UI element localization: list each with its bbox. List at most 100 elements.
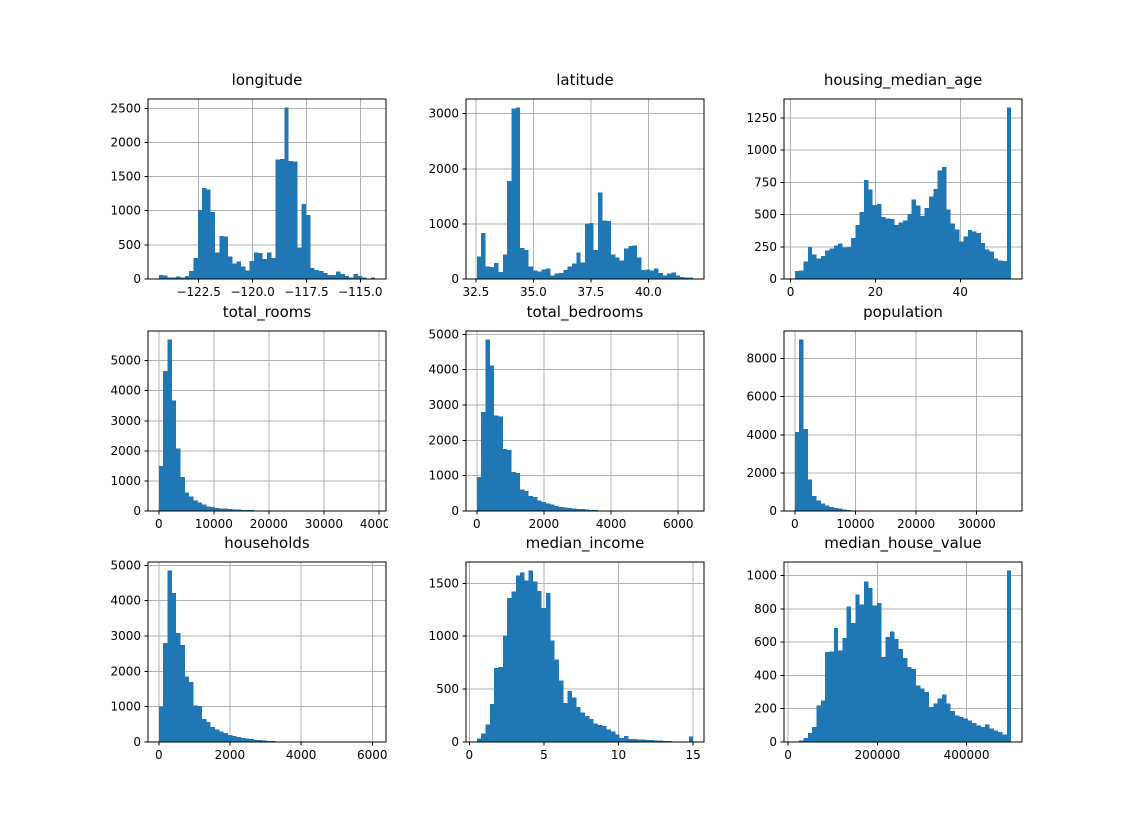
svg-text:400000: 400000: [944, 748, 990, 762]
svg-text:0: 0: [155, 517, 163, 531]
svg-text:250: 250: [754, 240, 777, 254]
plot-area-latitude: 32.5 35.0 37.5 40.0 0 1000 2000 3000: [428, 98, 705, 299]
subplot-longitude: longitude −122.5 −120.0 −117.5 −115.0 0 500 10…: [78, 70, 388, 306]
svg-text:30000: 30000: [305, 517, 343, 531]
svg-text:0: 0: [133, 735, 141, 749]
svg-text:500: 500: [436, 682, 459, 696]
svg-text:1000: 1000: [428, 629, 459, 643]
svg-text:1000: 1000: [428, 217, 459, 231]
svg-text:10000: 10000: [195, 517, 233, 531]
svg-text:0: 0: [451, 735, 459, 749]
svg-text:2000: 2000: [110, 664, 141, 678]
subplot-latitude: latitude 32.5 35.0 37.5 40.0 0 1000 2000 3000: [396, 70, 706, 306]
svg-text:600: 600: [754, 635, 777, 649]
svg-text:2000: 2000: [110, 444, 141, 458]
svg-text:6000: 6000: [663, 517, 694, 531]
subplot-total-bedrooms: total_bedrooms 0 2000 4000 6000 0 1000 2000 300…: [396, 302, 706, 538]
svg-text:0: 0: [787, 285, 795, 299]
svg-text:−120.0: −120.0: [230, 285, 274, 299]
svg-text:4000: 4000: [286, 748, 317, 762]
subplot-households: households 0 2000 4000 6000 0 1000 2000 3000 400…: [78, 533, 388, 769]
svg-text:−117.5: −117.5: [284, 285, 328, 299]
svg-text:4000: 4000: [110, 594, 141, 608]
svg-text:1000: 1000: [110, 474, 141, 488]
svg-text:2000: 2000: [110, 135, 141, 149]
svg-text:35.0: 35.0: [520, 285, 547, 299]
svg-text:0: 0: [769, 504, 777, 518]
svg-text:40.0: 40.0: [635, 285, 662, 299]
subplot-median-income: median_income 0 5 10 15 0 500 1000 1500: [396, 533, 706, 769]
svg-text:4000: 4000: [596, 517, 627, 531]
plot-title-households: households: [224, 534, 310, 552]
svg-text:0: 0: [784, 748, 792, 762]
svg-text:3000: 3000: [428, 398, 459, 412]
plot-title-median-house-value: median_house_value: [824, 534, 982, 552]
svg-text:750: 750: [754, 175, 777, 189]
svg-text:200000: 200000: [854, 748, 900, 762]
svg-text:0: 0: [769, 735, 777, 749]
plot-area-median-house-value: 0 200000 400000 0 200 400 600 800 1000: [746, 561, 1023, 762]
svg-text:2000: 2000: [428, 433, 459, 447]
plot-title-total-rooms: total_rooms: [222, 303, 312, 321]
svg-text:1000: 1000: [746, 569, 777, 583]
plot-area-housing-median-age: 0 20 40 0 250 500 750 1000 1250: [746, 98, 1023, 299]
plot-area-total-rooms: 0 10000 20000 30000 40000 0 1000 2000 3000 4000 50…: [110, 330, 388, 531]
svg-text:1500: 1500: [428, 576, 459, 590]
svg-text:0: 0: [769, 272, 777, 286]
subplot-median-house-value: median_house_value 0 200000 400000 0 200 400 6…: [714, 533, 1024, 769]
svg-text:4000: 4000: [110, 384, 141, 398]
plot-area-median-income: 0 5 10 15 0 500 1000 1500: [428, 561, 705, 762]
subplot-population: population 0 10000 20000 30000 0 2000 4000 6000…: [714, 302, 1024, 538]
svg-text:2000: 2000: [529, 517, 560, 531]
svg-text:2500: 2500: [110, 101, 141, 115]
plot-area-population: 0 10000 20000 30000 0 2000 4000 6000 8000: [746, 330, 1023, 531]
svg-text:1250: 1250: [746, 111, 777, 125]
plot-area-longitude: −122.5 −120.0 −117.5 −115.0 0 500 1000 1500 2000…: [110, 98, 387, 299]
svg-text:1500: 1500: [110, 170, 141, 184]
subplot-total-rooms: total_rooms 0 10000 20000 30000 40000 0 1000 20…: [78, 302, 388, 538]
plot-title-total-bedrooms: total_bedrooms: [526, 303, 644, 321]
svg-text:2000: 2000: [428, 162, 459, 176]
subplot-housing-median-age: housing_median_age 0 20 40 0 250 500 750 1000 12…: [714, 70, 1024, 306]
svg-text:5000: 5000: [110, 559, 141, 572]
plot-title-latitude: latitude: [556, 71, 614, 89]
plot-title-longitude: longitude: [231, 71, 303, 89]
svg-text:20: 20: [868, 285, 883, 299]
svg-text:0: 0: [133, 504, 141, 518]
svg-text:30000: 30000: [958, 517, 996, 531]
svg-text:20000: 20000: [250, 517, 288, 531]
svg-text:0: 0: [466, 748, 474, 762]
svg-text:15: 15: [686, 748, 701, 762]
svg-text:4000: 4000: [746, 428, 777, 442]
svg-text:20000: 20000: [897, 517, 935, 531]
svg-text:4000: 4000: [428, 363, 459, 377]
plot-title-population: population: [863, 303, 943, 321]
svg-text:2000: 2000: [746, 466, 777, 480]
svg-text:800: 800: [754, 602, 777, 616]
plot-title-median-income: median_income: [525, 534, 645, 552]
svg-text:1000: 1000: [428, 469, 459, 483]
svg-text:5000: 5000: [428, 328, 459, 341]
svg-text:40000: 40000: [360, 517, 388, 531]
svg-text:−122.5: −122.5: [176, 285, 220, 299]
svg-text:0: 0: [473, 517, 481, 531]
svg-text:1000: 1000: [746, 143, 777, 157]
svg-text:5000: 5000: [110, 354, 141, 368]
svg-text:0: 0: [155, 748, 163, 762]
svg-text:10: 10: [611, 748, 626, 762]
svg-text:0: 0: [451, 504, 459, 518]
svg-text:0: 0: [791, 517, 799, 531]
plot-title-housing-median-age: housing_median_age: [823, 71, 983, 89]
svg-text:5: 5: [540, 748, 548, 762]
plot-area-households: 0 2000 4000 6000 0 1000 2000 3000 4000 5000: [110, 559, 387, 762]
svg-text:0: 0: [451, 272, 459, 286]
svg-text:500: 500: [754, 208, 777, 222]
svg-text:10000: 10000: [836, 517, 874, 531]
svg-text:0: 0: [133, 272, 141, 286]
svg-text:1000: 1000: [110, 204, 141, 218]
svg-text:40: 40: [953, 285, 968, 299]
svg-text:37.5: 37.5: [578, 285, 605, 299]
svg-text:3000: 3000: [110, 629, 141, 643]
svg-text:32.5: 32.5: [463, 285, 490, 299]
svg-text:1000: 1000: [110, 700, 141, 714]
